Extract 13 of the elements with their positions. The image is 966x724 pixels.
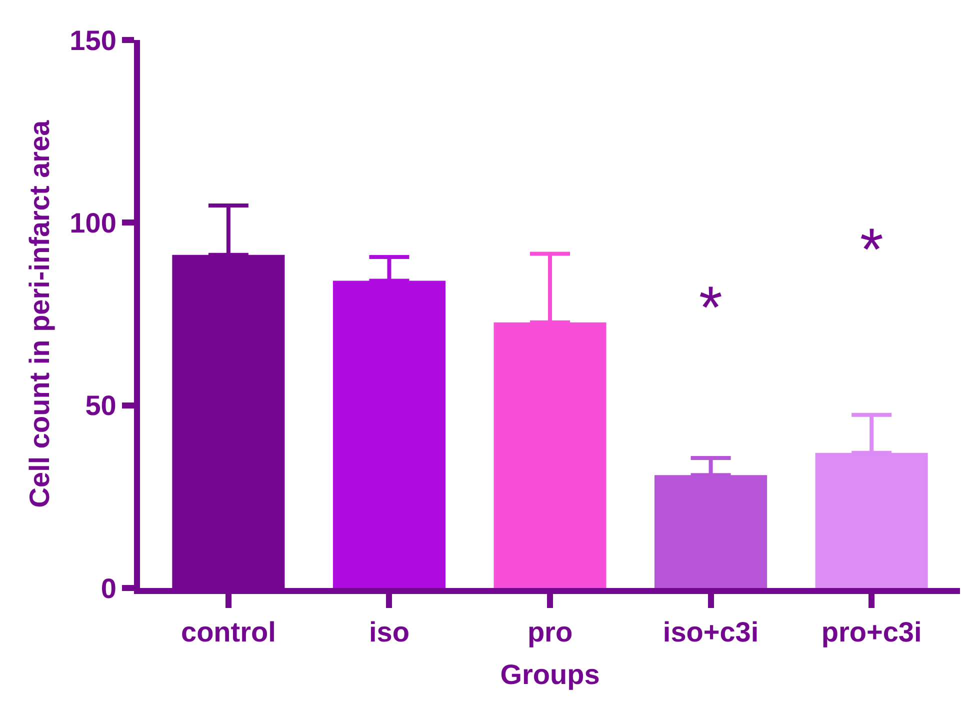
x-tick-label: control xyxy=(180,616,276,648)
x-tick-label: iso+c3i xyxy=(662,616,759,648)
y-tick-label: 0 xyxy=(100,572,116,604)
y-axis-title: Cell count in peri-infarct area xyxy=(24,120,55,508)
x-tick-label: iso xyxy=(368,616,410,648)
y-tick-label: 50 xyxy=(85,390,116,422)
x-tick-label: pro xyxy=(527,616,573,648)
x-tick-label: pro+c3i xyxy=(821,616,922,648)
annotation: * xyxy=(699,274,722,341)
y-tick-label: 150 xyxy=(70,24,116,56)
x-axis-title: Groups xyxy=(500,659,600,690)
y-tick-label: 100 xyxy=(70,207,116,238)
annotation: * xyxy=(860,216,884,283)
